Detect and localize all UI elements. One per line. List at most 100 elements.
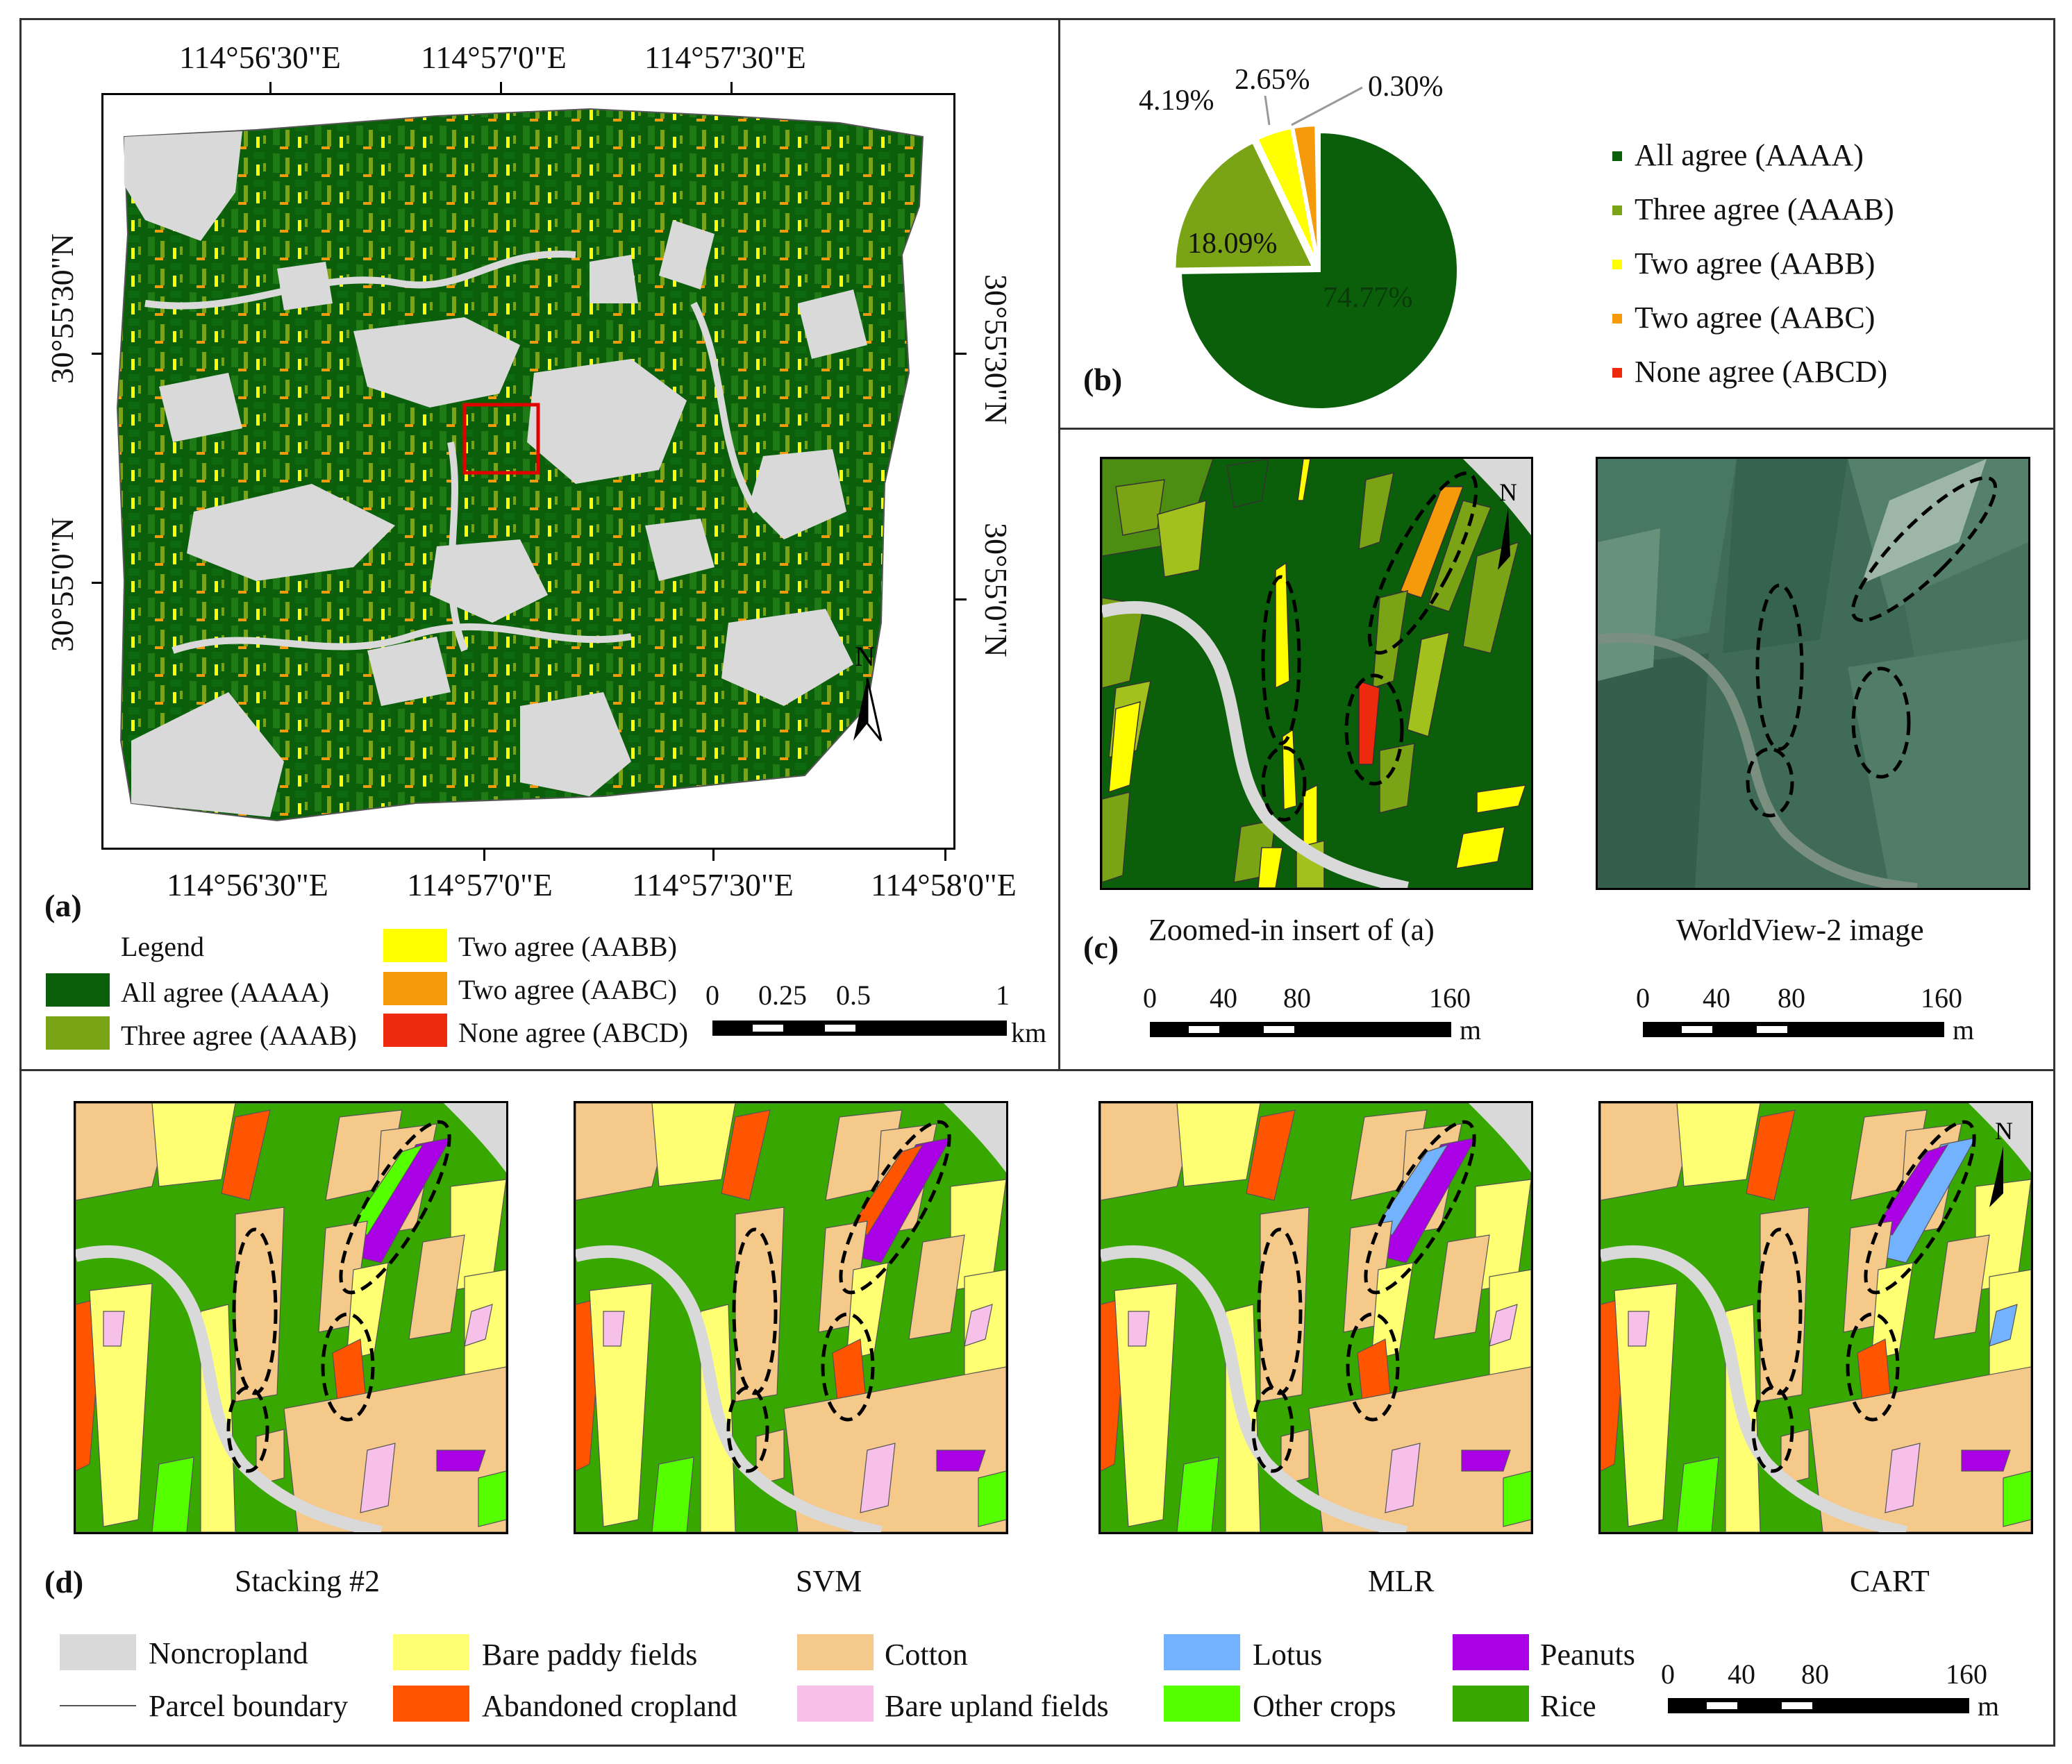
legend-swatch-rice bbox=[1453, 1686, 1529, 1722]
classification-map-cart: N bbox=[1598, 1101, 2033, 1534]
highlight-ellipse bbox=[226, 1386, 269, 1473]
panel-label: (c) bbox=[1083, 930, 1119, 965]
river bbox=[1101, 1245, 1407, 1532]
highlight-ellipse bbox=[1850, 476, 1998, 623]
tick-mark bbox=[955, 598, 967, 600]
river bbox=[1601, 1245, 1907, 1532]
scale-label: 160 bbox=[1946, 1658, 1987, 1690]
legend-label: All agree (AAAA) bbox=[1635, 138, 1864, 172]
left-tick-label: 30°55'0"N bbox=[44, 517, 80, 652]
legend-label: Abandoned cropland bbox=[482, 1689, 737, 1723]
scale-label: 0 bbox=[1143, 982, 1157, 1014]
legend-dot bbox=[1612, 368, 1622, 378]
legend-label: Bare paddy fields bbox=[482, 1638, 698, 1672]
legend-label: Parcel boundary bbox=[149, 1689, 349, 1723]
noncropland-areas bbox=[124, 131, 867, 817]
tick-mark bbox=[955, 353, 967, 355]
tick-mark bbox=[269, 82, 271, 93]
pie-slice bbox=[1178, 130, 1460, 411]
scale-bar bbox=[1668, 1698, 1969, 1713]
classification-map-mlr bbox=[1098, 1101, 1533, 1534]
river bbox=[1598, 632, 1918, 888]
leader-line bbox=[1264, 95, 1271, 126]
scale-unit: m bbox=[1978, 1690, 2000, 1722]
highlight-ellipse bbox=[726, 1386, 769, 1473]
outer-frame bbox=[19, 18, 2055, 1747]
highlight-ellipse bbox=[1851, 666, 1911, 779]
bottom-tick-label: 114°57'0"E bbox=[407, 867, 553, 902]
legend-dot bbox=[1612, 205, 1622, 215]
legend-dot bbox=[1612, 151, 1622, 161]
legend-swatch-two-agree-aabc bbox=[383, 972, 447, 1005]
top-tick-label: 114°57'30"E bbox=[644, 40, 806, 75]
highlight-ellipse bbox=[1251, 1386, 1294, 1473]
pie-value-label: 4.19% bbox=[1139, 85, 1214, 117]
panel-label: (a) bbox=[44, 888, 82, 923]
tick-mark bbox=[500, 82, 502, 93]
pie-value-label: 2.65% bbox=[1235, 64, 1310, 96]
legend-swatch-abandoned bbox=[393, 1686, 469, 1722]
highlight-ellipse bbox=[321, 1312, 375, 1422]
highlight-ellipse bbox=[1746, 747, 1794, 818]
legend-label: Cotton bbox=[885, 1638, 968, 1672]
scale-label: 80 bbox=[1778, 982, 1805, 1014]
highlight-ellipse bbox=[1367, 471, 1478, 655]
north-label: N bbox=[1499, 478, 1517, 506]
legend-label: Lotus bbox=[1253, 1638, 1323, 1672]
tick-mark bbox=[483, 850, 485, 861]
north-label: N bbox=[1995, 1117, 2013, 1145]
tick-mark bbox=[730, 82, 733, 93]
highlight-ellipse bbox=[232, 1227, 278, 1395]
pie-slice bbox=[1173, 140, 1316, 271]
scale-label: 80 bbox=[1283, 982, 1311, 1014]
legend-label: None agree (ABCD) bbox=[1635, 355, 1888, 389]
pie-value-label: 18.09% bbox=[1187, 228, 1278, 260]
classification-map-stacking bbox=[74, 1101, 508, 1534]
legend-label: Two agree (AABC) bbox=[458, 974, 677, 1005]
river bbox=[576, 1245, 883, 1532]
tick-mark bbox=[712, 850, 715, 861]
worldview-image bbox=[1596, 457, 2030, 890]
tick-mark bbox=[92, 353, 103, 355]
map-caption: MLR bbox=[1368, 1564, 1435, 1598]
panel-label: (d) bbox=[44, 1564, 84, 1599]
map-caption: SVM bbox=[796, 1564, 862, 1598]
scale-bar bbox=[1150, 1022, 1451, 1037]
top-tick-label: 114°57'0"E bbox=[421, 40, 567, 75]
legend-swatch-lotus bbox=[1164, 1634, 1240, 1670]
legend-swatch-two-agree-aabb bbox=[383, 929, 447, 962]
bottom-tick-label: 114°57'30"E bbox=[632, 867, 794, 902]
legend-label: Two agree (AABB) bbox=[458, 931, 677, 962]
pie-value-label: 74.77% bbox=[1323, 282, 1413, 314]
legend-swatch-peanuts bbox=[1453, 1634, 1529, 1670]
highlight-ellipse bbox=[339, 1120, 451, 1295]
highlight-ellipse bbox=[1261, 746, 1307, 822]
left-tick-label: 30°55'30"N bbox=[44, 233, 80, 384]
legend-swatch-all-agree bbox=[46, 973, 110, 1007]
right-tick-label: 30°55'0"N bbox=[978, 523, 1014, 657]
map-caption: CART bbox=[1850, 1564, 1930, 1598]
scale-label: 40 bbox=[1210, 982, 1237, 1014]
legend-label: Rice bbox=[1540, 1689, 1596, 1723]
legend-swatch-bare-upland bbox=[797, 1686, 874, 1722]
scale-label: 0.5 bbox=[836, 980, 871, 1011]
tick-mark bbox=[92, 582, 103, 584]
pie-slices bbox=[1173, 123, 1460, 411]
pie-value-label: 0.30% bbox=[1368, 71, 1444, 103]
legend-label: None agree (ABCD) bbox=[458, 1017, 688, 1048]
highlight-ellipse bbox=[1261, 575, 1301, 746]
scale-label: 40 bbox=[1703, 982, 1730, 1014]
divider-horizontal-right bbox=[1058, 428, 2055, 430]
legend-swatch-none-agree bbox=[383, 1014, 447, 1047]
tick-mark bbox=[944, 850, 946, 861]
panel-label: (b) bbox=[1083, 362, 1123, 397]
legend-title: Legend bbox=[121, 931, 204, 962]
legend-dot bbox=[1612, 260, 1622, 269]
bottom-tick-label: 114°56'30"E bbox=[167, 867, 328, 902]
highlight-ellipse bbox=[1757, 1227, 1803, 1395]
legend-label: Three agree (AAAB) bbox=[121, 1020, 357, 1051]
map-caption: WorldView-2 image bbox=[1676, 913, 1924, 947]
highlight-ellipse bbox=[1344, 673, 1404, 786]
legend-label: Noncropland bbox=[149, 1636, 308, 1670]
highlight-ellipse bbox=[839, 1120, 951, 1295]
